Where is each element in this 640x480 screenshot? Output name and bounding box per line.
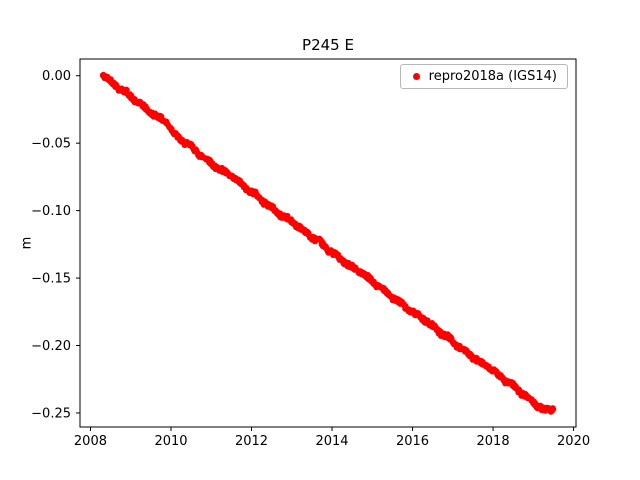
y-tick-label: 0.00 xyxy=(42,69,71,84)
x-tick-label: 2014 xyxy=(315,434,348,449)
x-tick-label: 2018 xyxy=(477,434,510,449)
x-tick-label: 2020 xyxy=(557,434,590,449)
x-tick-label: 2008 xyxy=(74,434,107,449)
axes-spines xyxy=(79,58,577,428)
y-tick-label: −0.25 xyxy=(31,406,71,421)
chart-title: P245 E xyxy=(302,36,354,54)
legend: repro2018a (IGS14) xyxy=(399,64,568,89)
y-axis-ticks: 0.00 −0.05 −0.10 −0.15 −0.20 −0.25 xyxy=(31,69,80,421)
y-tick-label: −0.15 xyxy=(31,272,71,287)
y-tick-label: −0.20 xyxy=(31,339,71,354)
x-tick-label: 2016 xyxy=(396,434,429,449)
x-tick-label: 2010 xyxy=(154,434,187,449)
scatter-series xyxy=(99,71,557,415)
y-axis-label: m xyxy=(19,236,35,250)
y-tick-label: −0.10 xyxy=(31,204,71,219)
x-axis-ticks: 2008 2010 2012 2014 2016 2018 2020 xyxy=(74,427,590,449)
legend-marker-icon xyxy=(412,73,420,80)
legend-label: repro2018a (IGS14) xyxy=(428,69,557,84)
x-tick-label: 2012 xyxy=(235,434,268,449)
y-tick-label: −0.05 xyxy=(31,137,71,152)
